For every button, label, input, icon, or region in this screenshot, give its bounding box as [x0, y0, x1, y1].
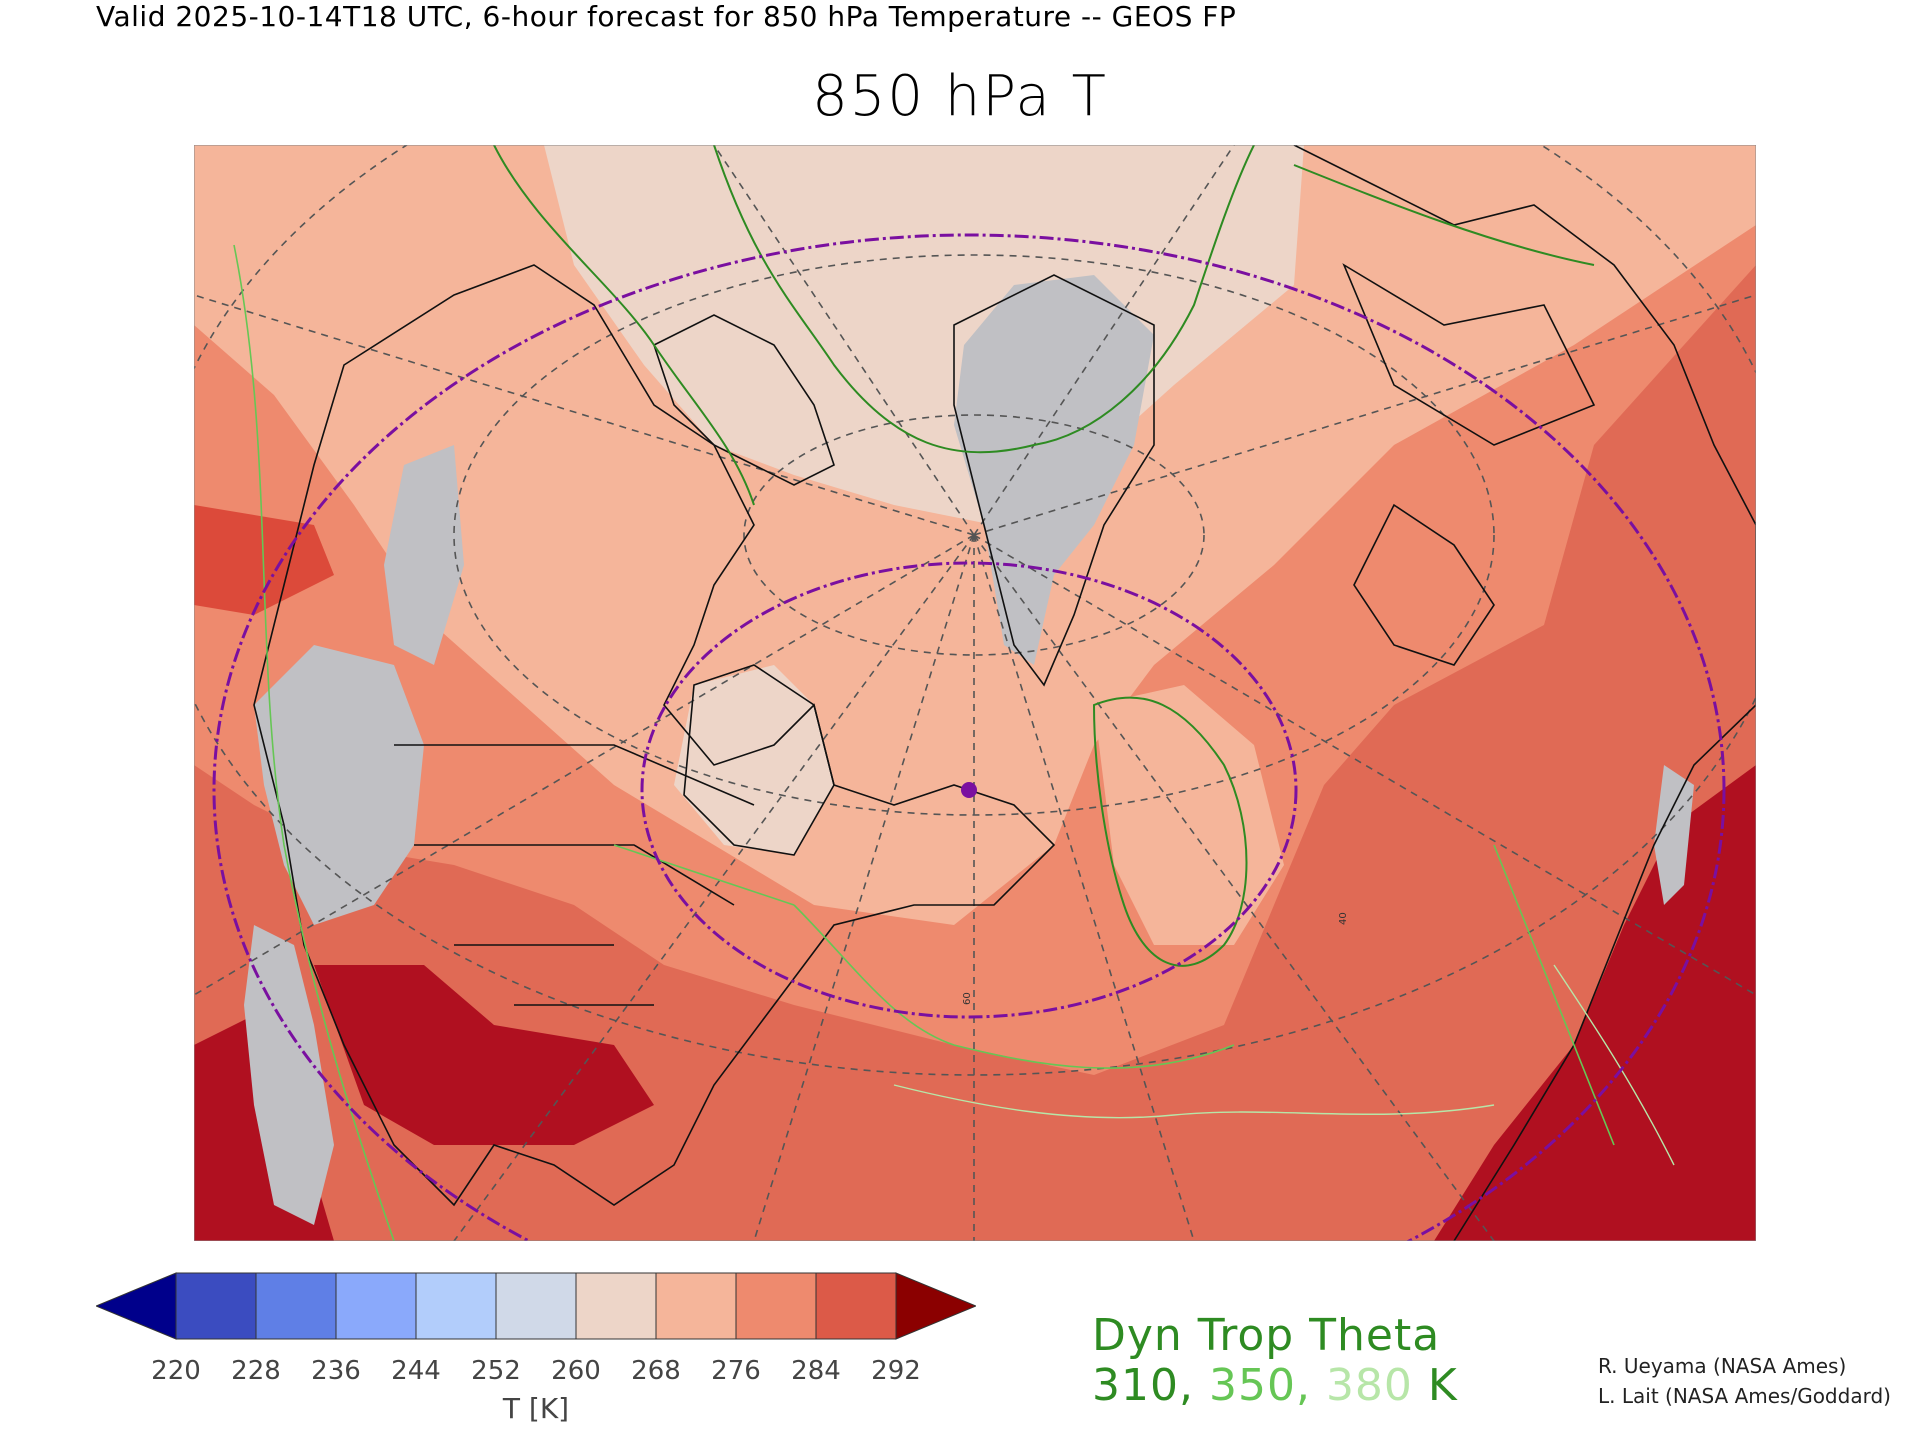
- grid-label-60: 60: [962, 992, 973, 1005]
- arctic-islands: [653, 314, 835, 486]
- temperature-colorbar: [94, 1268, 978, 1344]
- contour-value-380: 380: [1325, 1360, 1413, 1411]
- colorbar-bin: [335, 1272, 417, 1340]
- meridian: [973, 534, 1495, 1241]
- colorbar-tick-label: 268: [631, 1356, 681, 1386]
- range-rings: [212, 233, 1726, 1241]
- temperature-band-260-268-hudson: [674, 665, 834, 855]
- colorbar-tick-label: 220: [151, 1356, 201, 1386]
- meridian: [973, 534, 1195, 1241]
- colorbar-bin: [175, 1272, 257, 1340]
- grid-label-40: 40: [1338, 912, 1349, 925]
- temperature-band-260-268-atlantic: [1094, 685, 1284, 945]
- colorbar-bin: [735, 1272, 817, 1340]
- hudson-bay-coast: [683, 664, 835, 856]
- colorbar-tick-label: 228: [231, 1356, 281, 1386]
- contour-separator: ,: [1178, 1360, 1209, 1411]
- credit-line-1: R. Ueyama (NASA Ames): [1598, 1354, 1847, 1378]
- temperature-band-252-260-greenland: [954, 275, 1154, 665]
- colorbar-tick-label: 284: [791, 1356, 841, 1386]
- forecast-valid-line: Valid 2025-10-14T18 UTC, 6-hour forecast…: [96, 0, 1237, 33]
- contour-value-350: 350: [1208, 1360, 1296, 1411]
- meridian: [973, 294, 1756, 536]
- colorbar-bin: [655, 1272, 737, 1340]
- eurasia-coast: [1293, 145, 1756, 1241]
- colorbar-bin-over: [895, 1272, 978, 1340]
- contour-legend-title: Dyn Trop Theta: [1092, 1310, 1441, 1361]
- colorbar-tick-label: 276: [711, 1356, 761, 1386]
- europe-coast: [1353, 503, 1495, 666]
- meridian: [453, 534, 975, 1241]
- map-title: 850 hPa T: [812, 64, 1108, 129]
- meridian: [713, 145, 975, 536]
- colorbar-tick-label: 244: [391, 1356, 441, 1386]
- map-panel[interactable]: 60 40: [194, 145, 1756, 1241]
- eurasia-interior: [1342, 263, 1596, 446]
- meridian: [194, 294, 975, 536]
- lat-lon-grid: [194, 145, 1756, 1241]
- colorbar-graphic: [94, 1272, 978, 1340]
- site-marker: [961, 782, 977, 798]
- credit-line-2: L. Lait (NASA Ames/Goddard): [1598, 1384, 1891, 1408]
- colorbar-bin: [815, 1272, 897, 1340]
- north-america-coast: [253, 264, 1056, 1207]
- colorbar-bin: [415, 1272, 497, 1340]
- meridian: [194, 534, 975, 996]
- contour-separator: ,: [1295, 1360, 1326, 1411]
- temperature-band-over-292-southwest: [314, 965, 654, 1145]
- contour-value-310: 310: [1092, 1360, 1179, 1411]
- colorbar-tick-label: 252: [471, 1356, 521, 1386]
- temperature-map: 60 40: [194, 145, 1756, 1241]
- meridian: [753, 534, 975, 1241]
- latitude-circle-80: [743, 414, 1205, 656]
- temperature-band-252-260-rockies: [254, 645, 424, 925]
- dyn-trop-contours-350: [233, 244, 1615, 1241]
- colorbar-tick-label: 260: [551, 1356, 601, 1386]
- range-ring-outer: [212, 233, 1726, 1241]
- colorbar-tick-label: 236: [311, 1356, 361, 1386]
- dyn-trop-contours-380: [893, 964, 1675, 1166]
- contour-legend-values: 310, 350, 380 K: [1092, 1360, 1458, 1411]
- greenland-coast: [953, 274, 1155, 687]
- contour-unit: K: [1412, 1360, 1458, 1411]
- coastlines: [253, 145, 1756, 1241]
- temperature-band-252-260-urals: [1654, 765, 1694, 905]
- colorbar-bin: [495, 1272, 577, 1340]
- temperature-band-252-260-alaska: [384, 445, 464, 665]
- us-borders: [394, 744, 755, 1006]
- colorbar-bin: [255, 1272, 337, 1340]
- colorbar-bin-under: [94, 1272, 177, 1340]
- colorbar-tick-label: 292: [871, 1356, 921, 1386]
- range-ring-inner: [640, 561, 1298, 1019]
- colorbar-bin: [575, 1272, 657, 1340]
- meridian: [973, 534, 1756, 996]
- colorbar-unit-label: T [K]: [502, 1392, 570, 1425]
- temperature-band-252-260-mexico: [244, 925, 334, 1225]
- meridian: [973, 145, 1235, 536]
